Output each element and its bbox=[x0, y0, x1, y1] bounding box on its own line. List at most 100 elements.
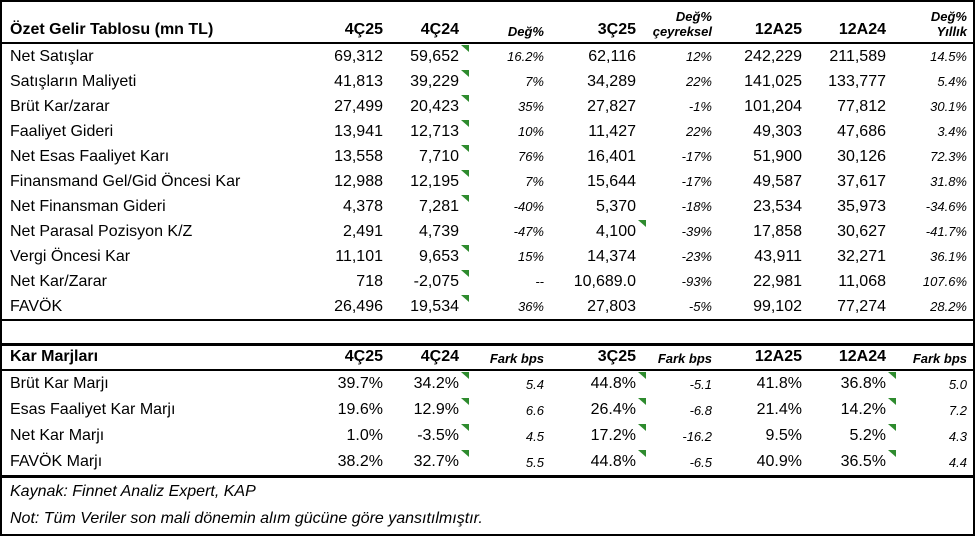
data-cell[interactable]: 41.8% bbox=[718, 371, 808, 397]
data-cell[interactable]: 20,423 bbox=[389, 94, 469, 119]
data-cell[interactable]: 26.4% bbox=[550, 397, 646, 423]
data-cell[interactable]: 7,710 bbox=[389, 144, 469, 169]
data-cell[interactable]: 49,303 bbox=[718, 119, 808, 144]
row-label[interactable]: Net Parasal Pozisyon K/Z bbox=[10, 222, 193, 240]
data-cell[interactable]: 22% bbox=[642, 69, 718, 94]
data-cell[interactable]: 47,686 bbox=[808, 119, 892, 144]
data-cell[interactable]: 101,204 bbox=[718, 94, 808, 119]
data-cell[interactable]: -2,075 bbox=[389, 269, 469, 294]
data-cell[interactable]: 39,229 bbox=[389, 69, 469, 94]
data-cell[interactable]: 5.0 bbox=[892, 371, 973, 397]
data-cell[interactable]: 22,981 bbox=[718, 269, 808, 294]
data-cell[interactable]: 4,739 bbox=[389, 219, 465, 244]
data-cell[interactable]: 17.2% bbox=[550, 423, 646, 449]
data-cell[interactable]: 12.9% bbox=[389, 397, 469, 423]
data-cell[interactable]: 2,491 bbox=[325, 219, 389, 244]
data-cell[interactable]: 62,116 bbox=[550, 44, 642, 69]
data-cell[interactable]: 5.2% bbox=[808, 423, 896, 449]
data-cell[interactable]: 19.6% bbox=[325, 397, 389, 423]
column-header[interactable]: 4Ç25 bbox=[325, 2, 389, 44]
data-cell[interactable]: 69,312 bbox=[325, 44, 389, 69]
data-cell[interactable]: 23,534 bbox=[718, 194, 808, 219]
data-cell[interactable]: 15% bbox=[465, 244, 550, 269]
row-label[interactable]: FAVÖK Marjı bbox=[10, 453, 103, 470]
data-cell[interactable]: 11,101 bbox=[325, 244, 389, 269]
row-label[interactable]: Vergi Öncesi Kar bbox=[10, 247, 131, 265]
data-cell[interactable]: -23% bbox=[642, 244, 718, 269]
data-cell[interactable]: 12,988 bbox=[325, 169, 389, 194]
row-label[interactable]: Esas Faaliyet Kar Marjı bbox=[10, 401, 176, 418]
data-cell[interactable]: 36.5% bbox=[808, 449, 896, 475]
data-cell[interactable]: 4.5 bbox=[465, 423, 550, 449]
column-header[interactable]: 3Ç25 bbox=[550, 2, 642, 44]
column-header[interactable]: Fark bps bbox=[892, 346, 973, 371]
data-cell[interactable]: 16,401 bbox=[550, 144, 642, 169]
data-cell[interactable]: 39.7% bbox=[325, 371, 389, 397]
data-cell[interactable]: -18% bbox=[642, 194, 718, 219]
data-cell[interactable]: 22% bbox=[642, 119, 718, 144]
data-cell[interactable]: -5.1 bbox=[642, 371, 718, 397]
data-cell[interactable]: 7% bbox=[465, 69, 550, 94]
data-cell[interactable]: 19,534 bbox=[389, 294, 469, 319]
data-cell[interactable]: 36.8% bbox=[808, 371, 896, 397]
data-cell[interactable]: 13,941 bbox=[325, 119, 389, 144]
data-cell[interactable]: 15,644 bbox=[550, 169, 642, 194]
data-cell[interactable]: 44.8% bbox=[550, 449, 646, 475]
income-table-title[interactable]: Özet Gelir Tablosu (mn TL) bbox=[2, 2, 325, 44]
data-cell[interactable]: 32.7% bbox=[389, 449, 469, 475]
data-cell[interactable]: 9,653 bbox=[389, 244, 469, 269]
data-cell[interactable]: 41,813 bbox=[325, 69, 389, 94]
data-cell[interactable]: 12,713 bbox=[389, 119, 469, 144]
data-cell[interactable]: 99,102 bbox=[718, 294, 808, 319]
data-cell[interactable]: 5.4% bbox=[892, 69, 973, 94]
data-cell[interactable]: 34,289 bbox=[550, 69, 642, 94]
data-cell[interactable]: -6.5 bbox=[642, 449, 718, 475]
data-cell[interactable]: 77,812 bbox=[808, 94, 892, 119]
data-cell[interactable]: 27,803 bbox=[550, 294, 642, 319]
data-cell[interactable]: -40% bbox=[465, 194, 550, 219]
data-cell[interactable]: 5.5 bbox=[465, 449, 550, 475]
data-cell[interactable]: 26,496 bbox=[325, 294, 389, 319]
data-cell[interactable]: 35% bbox=[465, 94, 550, 119]
data-cell[interactable]: 141,025 bbox=[718, 69, 808, 94]
row-label[interactable]: Net Satışlar bbox=[10, 47, 94, 65]
column-header[interactable]: Değ% çeyreksel bbox=[642, 2, 718, 44]
data-cell[interactable]: -41.7% bbox=[892, 219, 973, 244]
data-cell[interactable]: 49,587 bbox=[718, 169, 808, 194]
data-cell[interactable]: -39% bbox=[642, 219, 718, 244]
data-cell[interactable]: 36.1% bbox=[892, 244, 973, 269]
column-header[interactable]: Değ% Yıllık bbox=[892, 2, 973, 44]
data-cell[interactable]: -- bbox=[465, 269, 550, 294]
data-cell[interactable]: 14.2% bbox=[808, 397, 896, 423]
data-cell[interactable]: 43,911 bbox=[718, 244, 808, 269]
data-cell[interactable]: 7% bbox=[465, 169, 550, 194]
data-cell[interactable]: 31.8% bbox=[892, 169, 973, 194]
column-header[interactable]: 12A24 bbox=[808, 2, 892, 44]
data-cell[interactable]: 5.4 bbox=[465, 371, 550, 397]
data-cell[interactable]: 12,195 bbox=[389, 169, 469, 194]
row-label[interactable]: Net Kar/Zarar bbox=[10, 272, 107, 290]
data-cell[interactable]: -16.2 bbox=[642, 423, 718, 449]
margins-table-title[interactable]: Kar Marjları bbox=[2, 346, 325, 371]
data-cell[interactable]: 44.8% bbox=[550, 371, 646, 397]
data-cell[interactable]: 37,617 bbox=[808, 169, 892, 194]
data-cell[interactable]: 76% bbox=[465, 144, 550, 169]
data-cell[interactable]: 21.4% bbox=[718, 397, 808, 423]
data-cell[interactable]: 12% bbox=[642, 44, 718, 69]
row-label[interactable]: Net Esas Faaliyet Karı bbox=[10, 147, 170, 165]
data-cell[interactable]: 10,689.0 bbox=[550, 269, 642, 294]
data-cell[interactable]: 59,652 bbox=[389, 44, 469, 69]
data-cell[interactable]: 4.3 bbox=[892, 423, 973, 449]
data-cell[interactable]: 40.9% bbox=[718, 449, 808, 475]
data-cell[interactable]: 4.4 bbox=[892, 449, 973, 475]
row-label[interactable]: FAVÖK bbox=[10, 297, 63, 315]
data-cell[interactable]: 28.2% bbox=[892, 294, 973, 319]
column-header[interactable]: 12A25 bbox=[718, 2, 808, 44]
data-cell[interactable]: -17% bbox=[642, 169, 718, 194]
data-cell[interactable]: 5,370 bbox=[550, 194, 642, 219]
data-cell[interactable]: 11,068 bbox=[808, 269, 892, 294]
data-cell[interactable]: 38.2% bbox=[325, 449, 389, 475]
column-header[interactable]: Değ% bbox=[465, 2, 550, 44]
column-header[interactable]: 12A24 bbox=[808, 346, 892, 371]
data-cell[interactable]: 4,100 bbox=[550, 219, 646, 244]
